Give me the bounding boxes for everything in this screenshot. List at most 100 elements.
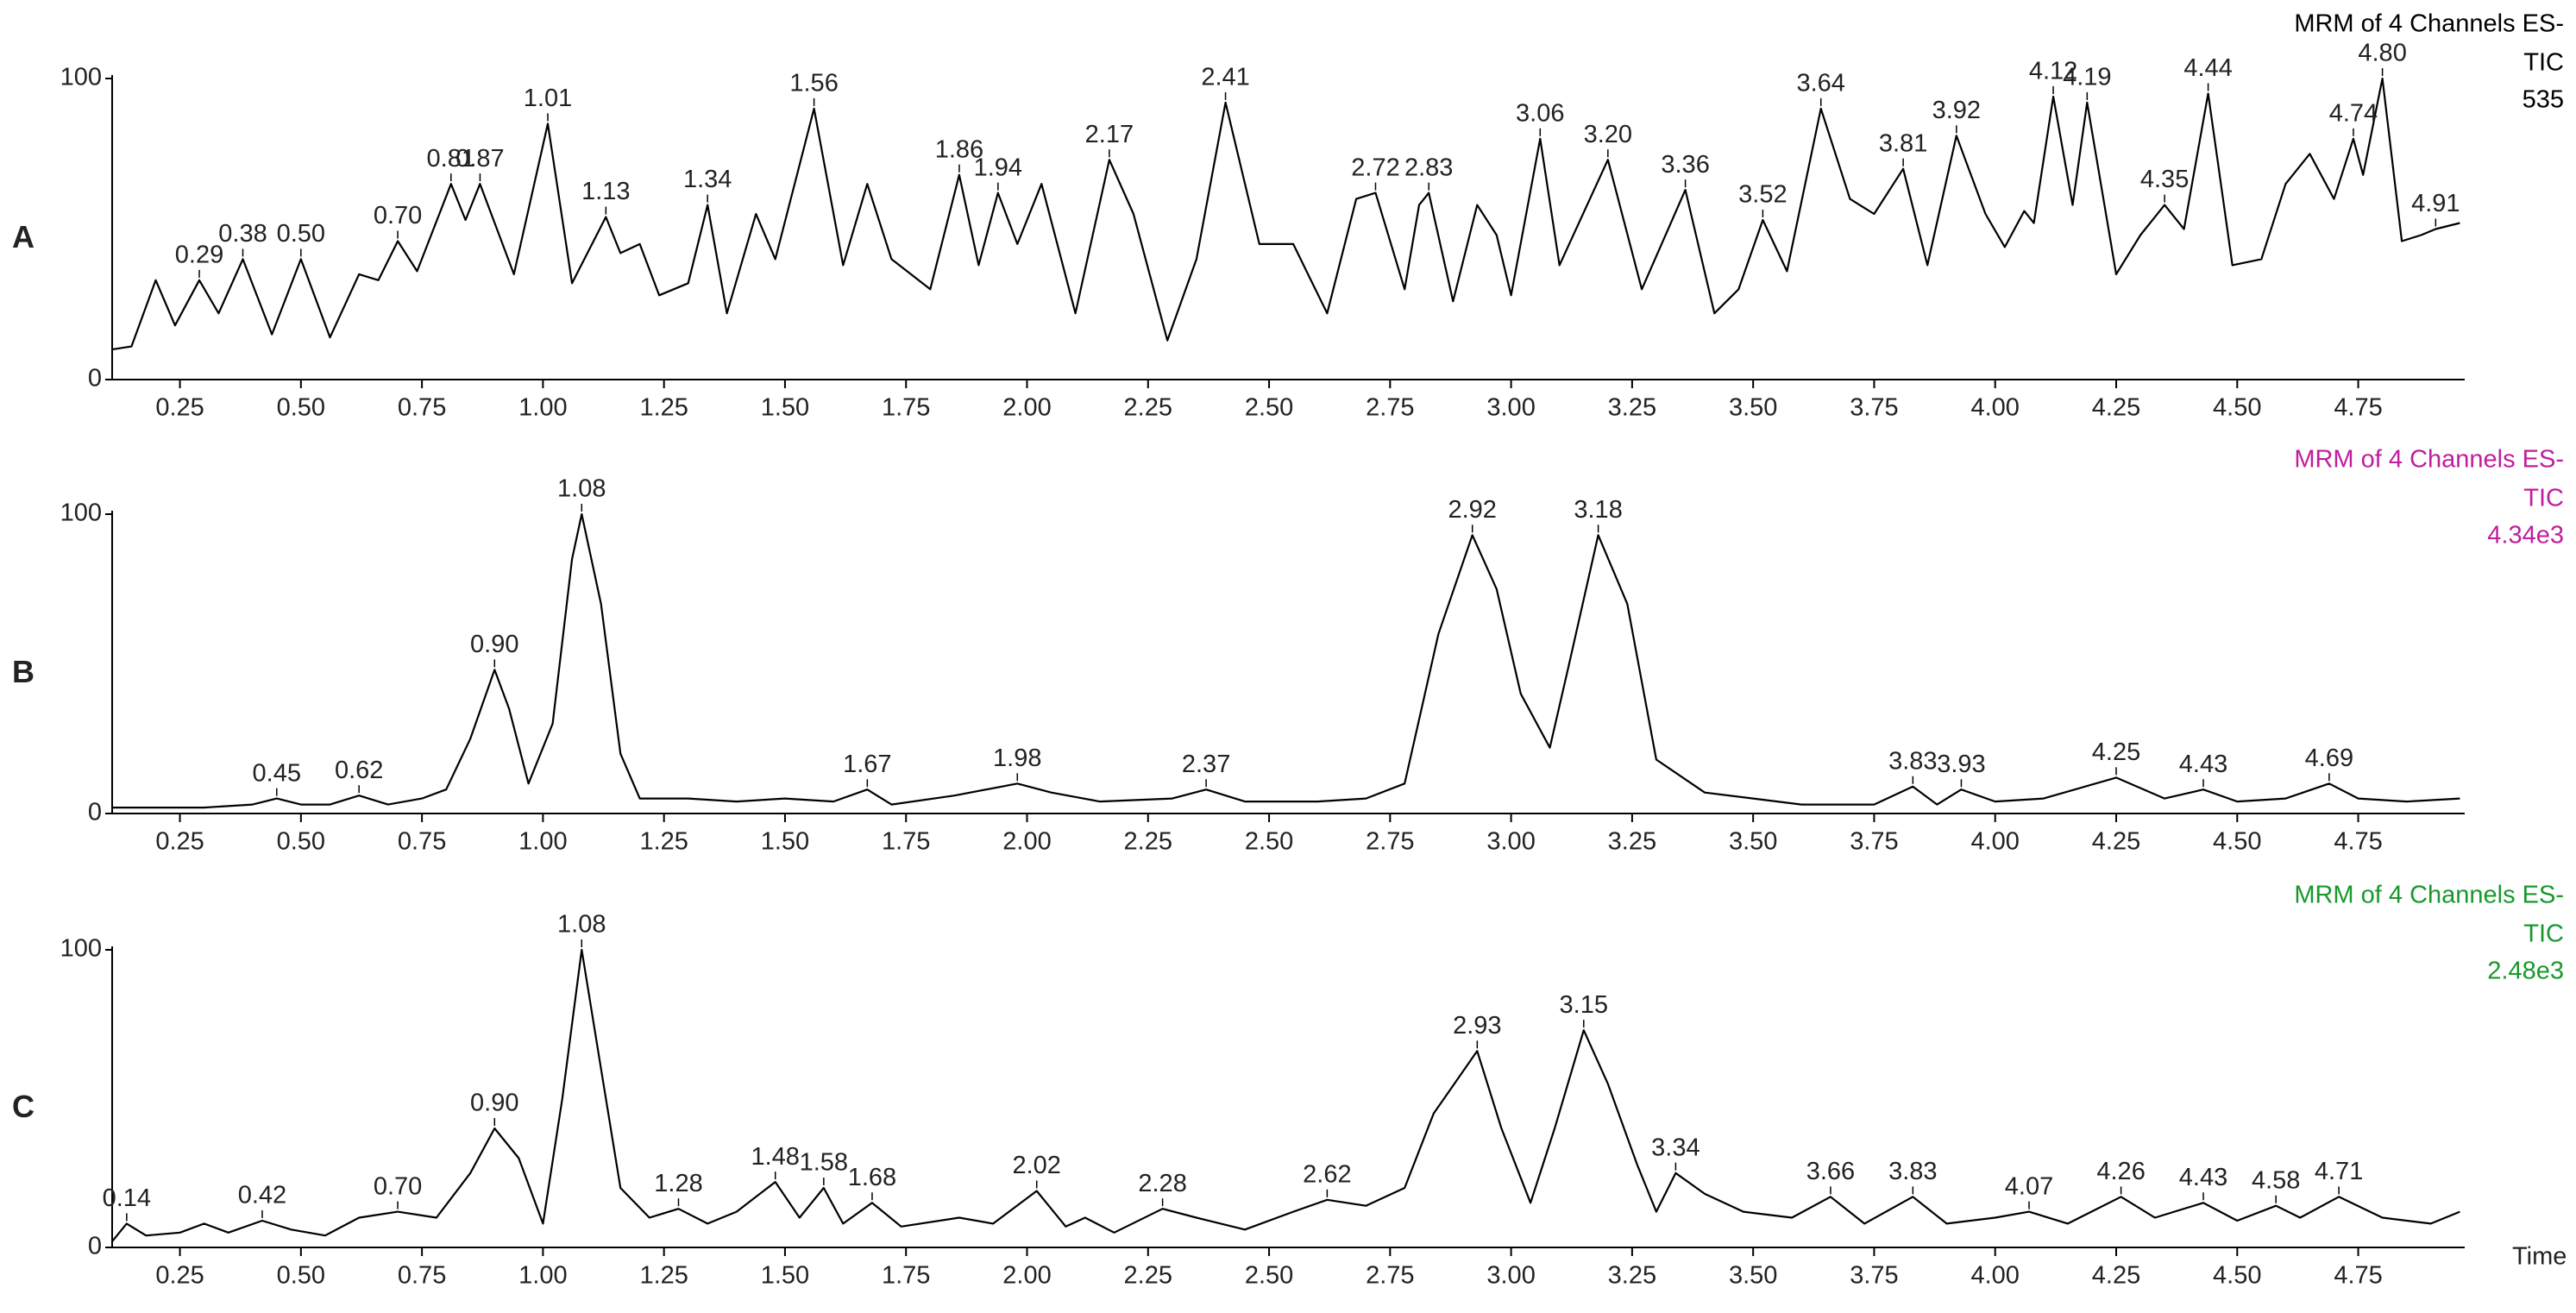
peak-label: 0.70 bbox=[374, 1172, 422, 1200]
peak-label: 0.29 bbox=[175, 241, 223, 268]
peak-label: 3.18 bbox=[1574, 496, 1622, 524]
x-tick-label: 1.50 bbox=[761, 1262, 809, 1290]
panel-label: B bbox=[12, 654, 35, 689]
x-tick-label: 4.25 bbox=[2092, 828, 2140, 856]
peak-label: 2.28 bbox=[1138, 1170, 1186, 1197]
peak-label: 3.06 bbox=[1516, 99, 1564, 127]
x-tick-label: 1.75 bbox=[882, 1262, 930, 1290]
y-tick-label: 0 bbox=[88, 365, 102, 393]
x-tick-label: 3.00 bbox=[1486, 828, 1535, 856]
peak-label: 3.20 bbox=[1584, 121, 1632, 148]
peak-label: 2.83 bbox=[1404, 154, 1453, 181]
x-tick-label: 4.75 bbox=[2334, 828, 2382, 856]
peak-label: 1.98 bbox=[993, 744, 1041, 772]
peak-label: 3.36 bbox=[1661, 151, 1709, 179]
x-tick-label: 4.50 bbox=[2213, 1262, 2261, 1290]
peak-label: 4.91 bbox=[2411, 190, 2460, 217]
peak-label: 0.62 bbox=[335, 757, 383, 784]
x-tick-label: 3.25 bbox=[1608, 394, 1656, 422]
peak-label: 4.44 bbox=[2183, 54, 2232, 82]
peak-label: 1.94 bbox=[974, 154, 1022, 181]
peak-label: 4.80 bbox=[2358, 40, 2406, 67]
peak-label: 2.02 bbox=[1012, 1152, 1060, 1179]
peak-label: 0.90 bbox=[470, 1090, 518, 1117]
x-tick-label: 3.50 bbox=[1729, 394, 1777, 422]
peak-label: 2.93 bbox=[1453, 1012, 1501, 1040]
peak-label: 4.07 bbox=[2005, 1172, 2053, 1200]
peak-label: 0.87 bbox=[456, 145, 504, 173]
x-tick-label: 4.00 bbox=[1970, 394, 2019, 422]
peak-label: 1.58 bbox=[800, 1149, 848, 1177]
x-tick-label: 2.50 bbox=[1245, 394, 1293, 422]
x-tick-label: 1.00 bbox=[518, 1262, 567, 1290]
x-tick-label: 1.50 bbox=[761, 828, 809, 856]
intensity-label: 535 bbox=[2523, 86, 2564, 114]
x-tick-label: 1.75 bbox=[882, 828, 930, 856]
trace bbox=[112, 512, 2460, 809]
x-tick-label: 2.25 bbox=[1124, 394, 1172, 422]
x-tick-label: 4.75 bbox=[2334, 1262, 2382, 1290]
channel-subtitle: TIC bbox=[2523, 920, 2564, 948]
x-tick-label: 3.75 bbox=[1850, 1262, 1898, 1290]
channel-title: MRM of 4 Channels ES- bbox=[2294, 882, 2564, 909]
peak-label: 3.15 bbox=[1560, 991, 1608, 1019]
peak-label: 3.93 bbox=[1937, 751, 1985, 778]
x-tick-label: 2.75 bbox=[1366, 394, 1414, 422]
peak-label: 1.34 bbox=[683, 166, 732, 193]
x-tick-label: 0.75 bbox=[398, 828, 446, 856]
peak-label: 0.45 bbox=[253, 759, 301, 787]
peak-label: 4.12 bbox=[2029, 58, 2077, 85]
x-tick-label: 0.25 bbox=[155, 828, 204, 856]
x-tick-label: 2.00 bbox=[1002, 394, 1051, 422]
peak-label: 0.70 bbox=[374, 202, 422, 229]
x-axis-label: Time bbox=[2512, 1243, 2567, 1271]
peak-label: 0.81 bbox=[427, 145, 475, 173]
x-tick-label: 1.25 bbox=[639, 394, 688, 422]
peak-label: 1.28 bbox=[654, 1170, 702, 1197]
x-tick-label: 0.50 bbox=[277, 394, 325, 422]
x-tick-label: 3.50 bbox=[1729, 828, 1777, 856]
peak-label: 4.69 bbox=[2305, 744, 2353, 772]
intensity-label: 4.34e3 bbox=[2487, 522, 2564, 550]
peak-label: 4.35 bbox=[2140, 166, 2189, 193]
x-tick-label: 0.25 bbox=[155, 394, 204, 422]
peak-label: 4.74 bbox=[2329, 99, 2378, 127]
x-tick-label: 2.25 bbox=[1124, 1262, 1172, 1290]
x-tick-label: 3.00 bbox=[1486, 394, 1535, 422]
y-tick-label: 100 bbox=[60, 935, 102, 963]
x-tick-label: 2.75 bbox=[1366, 828, 1414, 856]
x-tick-label: 3.25 bbox=[1608, 1262, 1656, 1290]
peak-label: 1.56 bbox=[789, 70, 838, 97]
x-tick-label: 0.75 bbox=[398, 1262, 446, 1290]
x-tick-label: 2.75 bbox=[1366, 1262, 1414, 1290]
peak-label: 1.01 bbox=[524, 85, 572, 112]
peak-label: 3.92 bbox=[1932, 97, 1981, 124]
y-tick-label: 0 bbox=[88, 799, 102, 826]
trace bbox=[111, 948, 2460, 1242]
peak-label: 3.52 bbox=[1738, 181, 1787, 209]
channel-subtitle: TIC bbox=[2523, 49, 2564, 77]
peak-label: 1.08 bbox=[557, 475, 606, 503]
x-tick-label: 4.25 bbox=[2092, 1262, 2140, 1290]
x-tick-label: 3.00 bbox=[1486, 1262, 1535, 1290]
peak-label: 2.92 bbox=[1448, 496, 1496, 524]
channel-title: MRM of 4 Channels ES- bbox=[2294, 10, 2564, 38]
intensity-label: 2.48e3 bbox=[2487, 958, 2564, 985]
x-tick-label: 3.75 bbox=[1850, 394, 1898, 422]
peak-label: 3.66 bbox=[1806, 1158, 1855, 1185]
x-tick-label: 4.00 bbox=[1970, 1262, 2019, 1290]
peak-label: 2.37 bbox=[1182, 751, 1230, 778]
y-tick-label: 0 bbox=[88, 1233, 102, 1260]
peak-label: 1.08 bbox=[557, 911, 606, 939]
peak-label: 3.83 bbox=[1888, 747, 1937, 775]
peak-label: 0.14 bbox=[103, 1184, 151, 1212]
x-tick-label: 1.75 bbox=[882, 394, 930, 422]
peak-label: 2.62 bbox=[1303, 1160, 1351, 1188]
peak-label: 3.34 bbox=[1651, 1134, 1700, 1161]
peak-label: 2.41 bbox=[1201, 64, 1249, 91]
x-tick-label: 4.75 bbox=[2334, 394, 2382, 422]
trace bbox=[111, 77, 2460, 351]
peak-label: 2.17 bbox=[1085, 121, 1134, 148]
x-tick-label: 0.25 bbox=[155, 1262, 204, 1290]
